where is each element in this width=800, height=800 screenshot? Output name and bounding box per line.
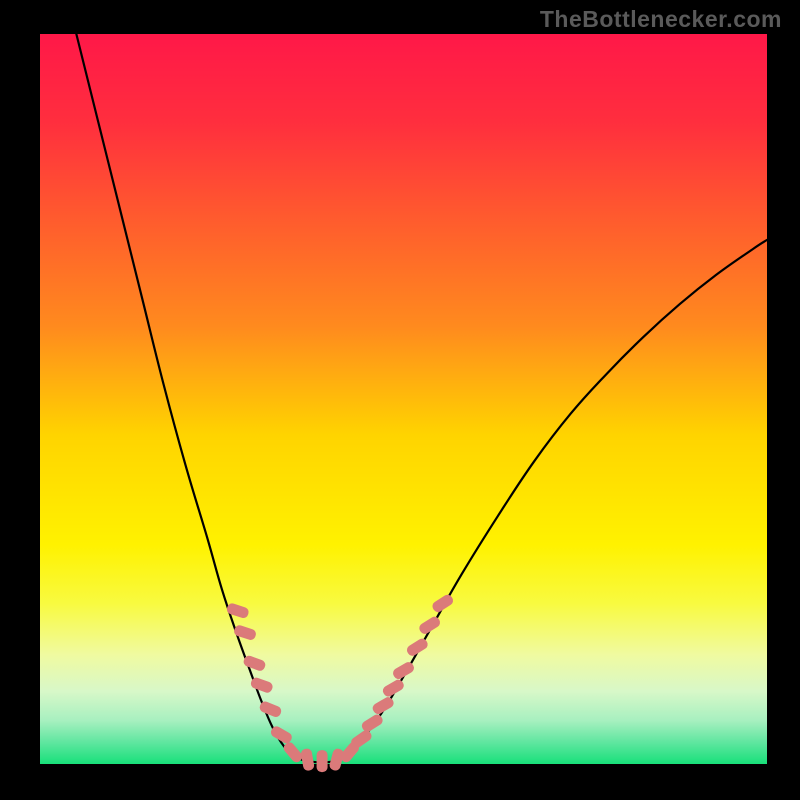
plot-gradient-area	[40, 34, 767, 764]
chart-frame: TheBottlenecker.com	[0, 0, 800, 800]
watermark-text: TheBottlenecker.com	[540, 6, 782, 33]
